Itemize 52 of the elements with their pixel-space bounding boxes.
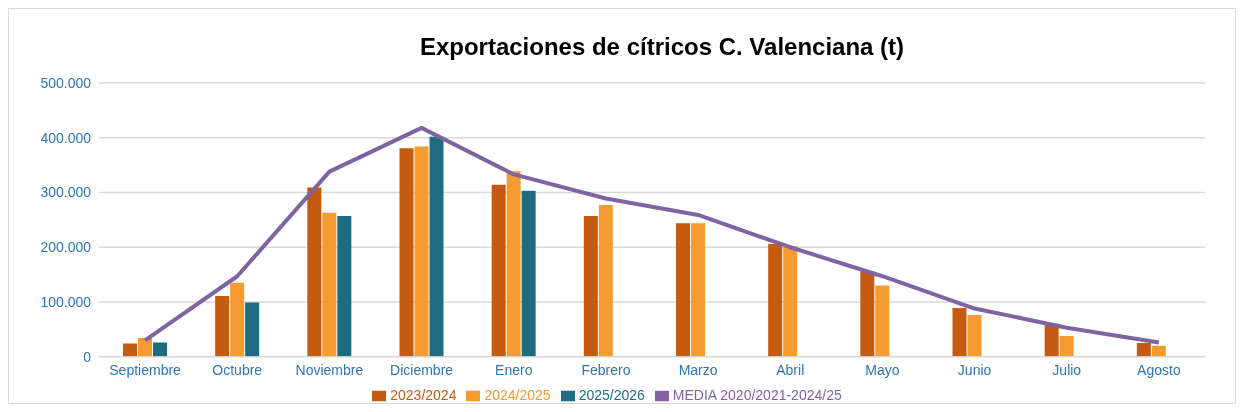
line-series — [143, 125, 1161, 345]
bar — [123, 343, 137, 357]
bar — [783, 246, 798, 357]
bar — [598, 205, 613, 357]
y-tick-label: 500.000 — [40, 74, 92, 91]
chart-title: Exportaciones de cítricos C. Valenciana (t) — [418, 32, 906, 62]
y-tick-label: 400.000 — [40, 129, 92, 146]
bar — [1151, 345, 1166, 357]
x-tick-label: Diciembre — [390, 361, 454, 378]
bar — [399, 148, 414, 357]
x-tick-label: Mayo — [865, 361, 900, 378]
bar — [1059, 335, 1074, 357]
x-tick-label: Noviembre — [295, 361, 364, 378]
x-tick-label: Septiembre — [109, 361, 182, 378]
bar — [337, 216, 352, 357]
x-tick-label: Marzo — [678, 361, 718, 378]
bar — [307, 187, 322, 357]
bar — [215, 295, 230, 357]
bar — [967, 315, 982, 357]
bar — [860, 271, 875, 357]
bar — [583, 216, 598, 357]
bar — [245, 302, 260, 357]
y-tick-label: 300.000 — [40, 184, 92, 201]
x-tick-label: Junio — [957, 361, 992, 378]
bar — [429, 136, 444, 357]
x-tick-label: Octubre — [212, 361, 263, 378]
x-tick-label: Abril — [776, 361, 805, 378]
bar — [521, 190, 536, 357]
x-tick-label: Agosto — [1137, 361, 1181, 378]
bar — [414, 146, 429, 357]
bar — [952, 307, 967, 357]
legend-label: 2024/2025 — [484, 386, 551, 403]
bar — [1136, 343, 1151, 357]
x-tick-label: Enero — [495, 361, 533, 378]
legend-label: 2023/2024 — [390, 386, 457, 403]
bar — [138, 338, 152, 357]
legend-label: 2025/2026 — [578, 386, 645, 403]
x-tick-label: Febrero — [581, 361, 631, 378]
y-tick-label: 100.000 — [40, 293, 92, 310]
bar — [875, 285, 890, 357]
legend-label: MEDIA 2020/2021-2024/25 — [672, 386, 842, 403]
bar — [491, 184, 506, 357]
x-tick-label: Julio — [1052, 361, 1082, 378]
bar — [691, 223, 705, 357]
y-tick-label: 200.000 — [40, 239, 92, 256]
bar — [322, 212, 337, 357]
y-tick-label: 0 — [83, 348, 92, 365]
bar — [506, 171, 521, 357]
bar — [230, 282, 245, 357]
bar — [768, 243, 783, 357]
bar — [676, 223, 690, 357]
bar — [153, 342, 167, 357]
